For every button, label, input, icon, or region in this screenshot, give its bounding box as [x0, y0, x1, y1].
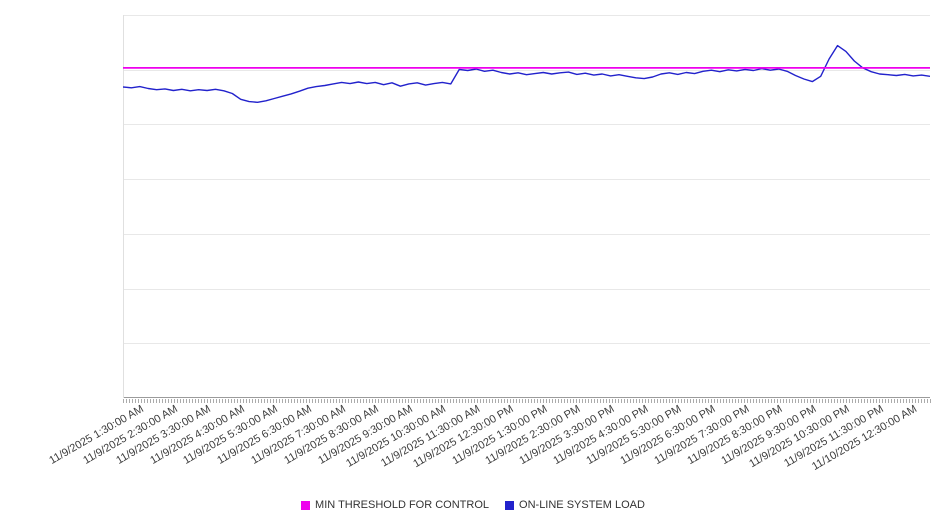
legend-item-min-threshold: MIN THRESHOLD FOR CONTROL	[301, 499, 489, 511]
legend-swatch-magenta	[301, 500, 311, 510]
legend-label-system-load: ON-LINE SYSTEM LOAD	[519, 499, 645, 511]
legend-swatch-blue	[505, 500, 515, 510]
online-system-load-line	[123, 44, 930, 103]
legend: MIN THRESHOLD FOR CONTROL ON-LINE SYSTEM…	[0, 499, 946, 511]
x-axis-minor-ticks	[123, 399, 931, 403]
legend-item-system-load: ON-LINE SYSTEM LOAD	[505, 499, 645, 511]
plot-area	[123, 15, 930, 398]
line-chart	[123, 15, 930, 398]
legend-label-min-threshold: MIN THRESHOLD FOR CONTROL	[315, 499, 490, 511]
